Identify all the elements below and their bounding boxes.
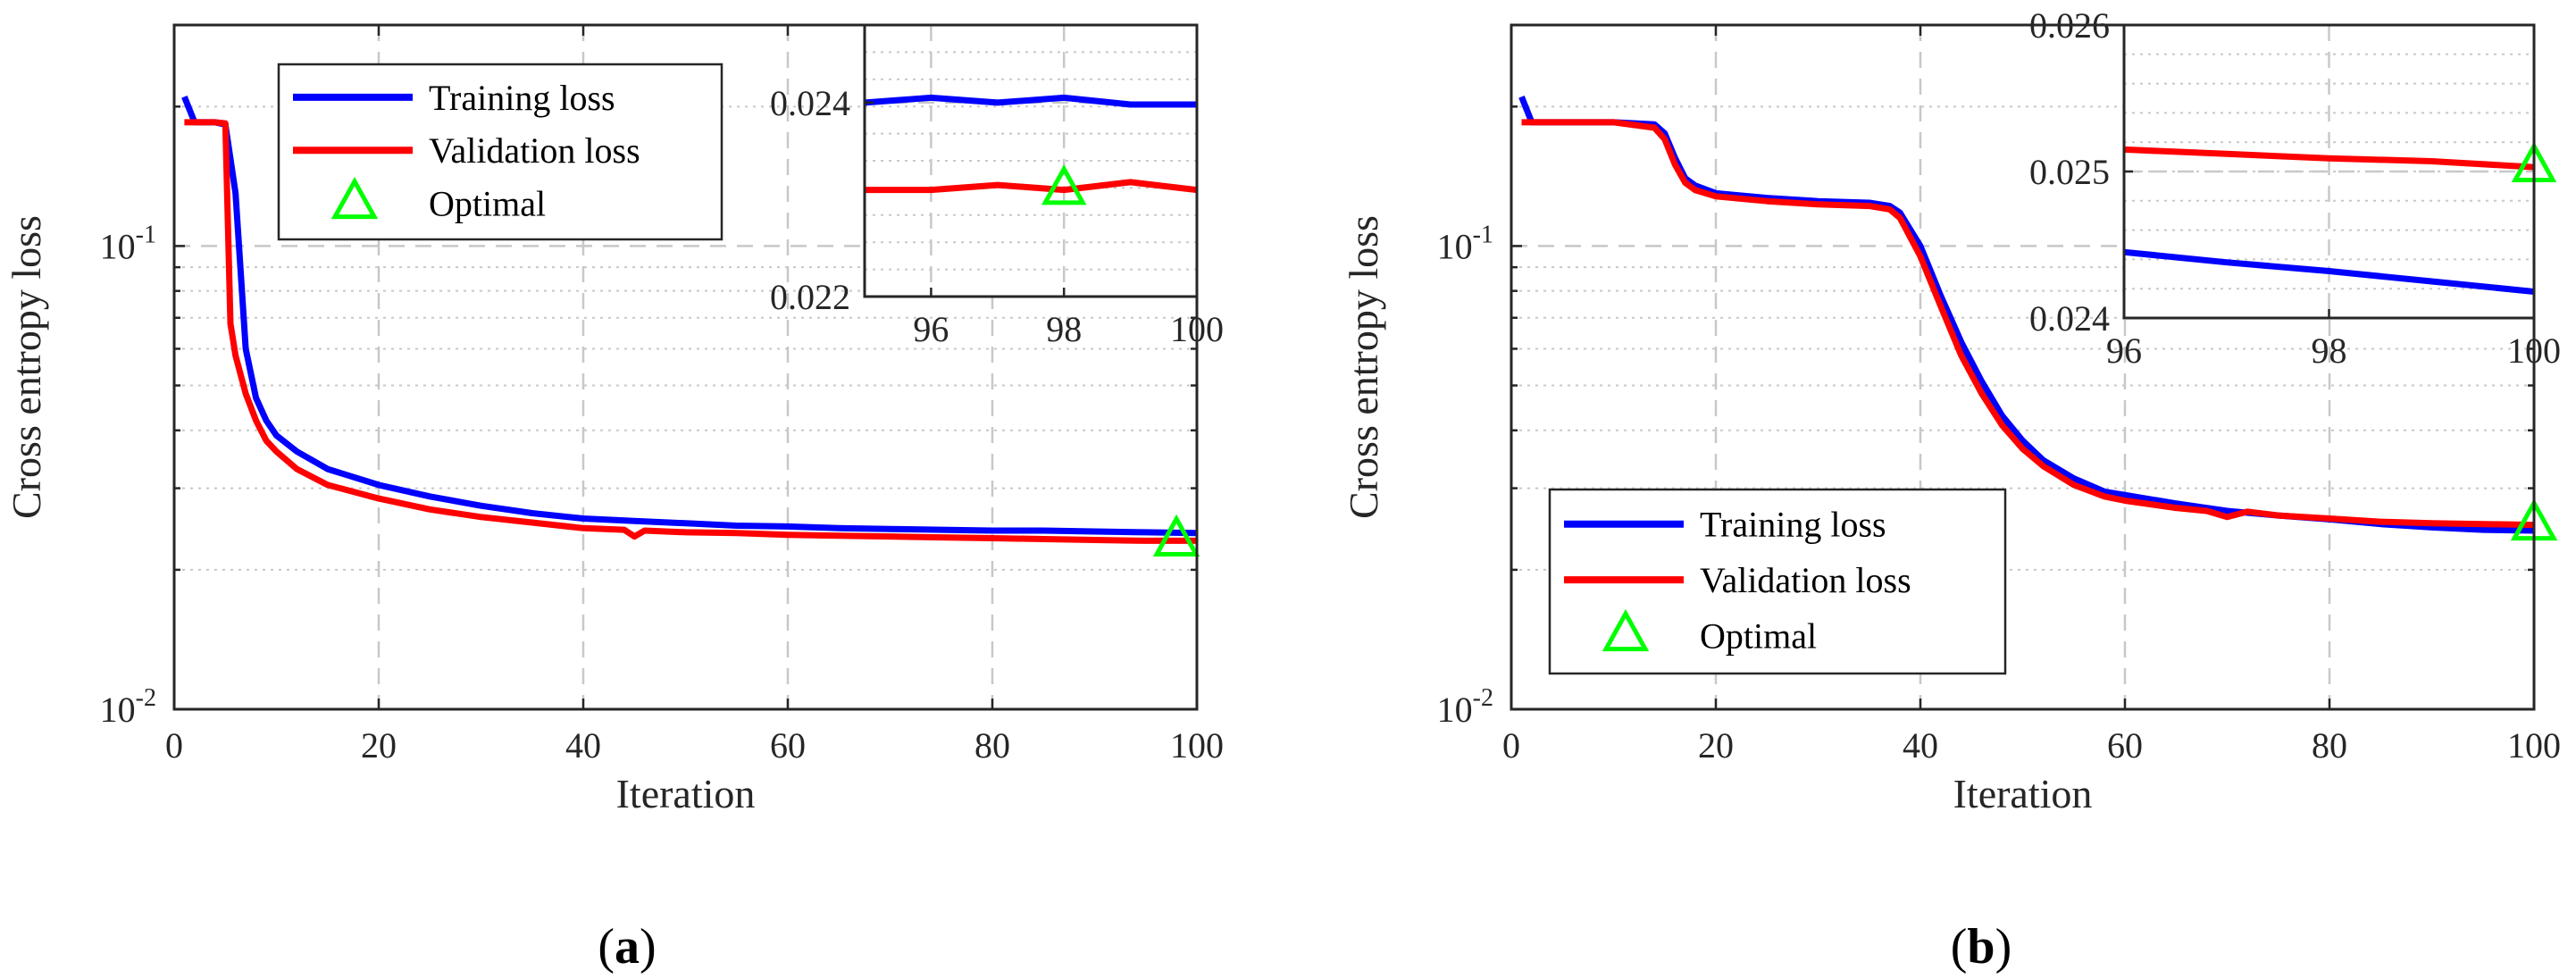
- series-line-training-loss: [181, 95, 1197, 537]
- inset-x-tick-label: 100: [1170, 309, 1224, 349]
- x-tick-label: 100: [2507, 725, 2561, 766]
- x-tick-label: 40: [565, 725, 601, 766]
- x-axis-label: Iteration: [616, 771, 756, 816]
- inset-x-tick-label: 98: [2312, 331, 2347, 371]
- caption-paren: ): [1995, 919, 2012, 975]
- inset-plot: 96 98 100 0.024 0.025 0.026: [2029, 5, 2561, 371]
- legend-label: Training loss: [1700, 505, 1886, 545]
- y-tick-label: 10-2: [1437, 684, 1493, 730]
- panel-caption: (b): [1951, 919, 2011, 975]
- y-tick-label: 10-1: [1437, 221, 1493, 266]
- caption-paren: (: [598, 919, 615, 975]
- inset-series-line-validation-loss: [865, 179, 1197, 194]
- inset-series-line-training-loss: [2124, 248, 2534, 295]
- inset-y-tick-label: 0.024: [770, 83, 850, 123]
- caption-paren: (: [1951, 919, 1968, 975]
- x-tick-label: 60: [2107, 725, 2143, 766]
- legend-label: Validation loss: [1700, 560, 1911, 600]
- legend-label: Training loss: [429, 78, 615, 118]
- y-tick-exponent: -2: [136, 684, 156, 712]
- y-axis-label: Cross entropy loss: [4, 215, 49, 519]
- caption-letter: a: [615, 919, 640, 975]
- axes-box: [1510, 23, 2536, 711]
- y-tick-exponent: -2: [1473, 684, 1493, 712]
- caption-paren: ): [640, 919, 657, 975]
- inset-series-line-training-loss: [865, 94, 1197, 108]
- x-tick-label: 40: [1903, 725, 1938, 766]
- x-tick-label: 20: [361, 725, 397, 766]
- x-tick-label: 80: [974, 725, 1010, 766]
- legend-label: Optimal: [1700, 616, 1817, 657]
- inset-series-line-validation-loss: [2124, 146, 2534, 171]
- x-tick-label: 100: [1170, 725, 1224, 766]
- y-axis-label: Cross entropy loss: [1341, 215, 1386, 519]
- legend-label: Validation loss: [429, 130, 640, 171]
- legend-marker-optimal: [1602, 608, 1650, 652]
- series-line-validation-loss: [1521, 119, 2534, 529]
- x-axis-label: Iteration: [1953, 771, 2093, 816]
- axes-box: [172, 23, 1199, 711]
- inset-background: [865, 25, 1197, 297]
- y-tick-label: 10-2: [100, 684, 156, 730]
- y-tick-label: 10-1: [100, 221, 156, 266]
- optimal-marker: [1152, 514, 1200, 556]
- legend: Training loss Validation loss Optimal: [1548, 488, 2007, 675]
- x-tick-label: 80: [2312, 725, 2347, 766]
- legend-label: Optimal: [429, 184, 546, 224]
- series-line-validation-loss: [184, 119, 1197, 544]
- y-tick-exponent: -1: [136, 221, 156, 248]
- y-tick-base: 10: [100, 690, 136, 730]
- x-tick-label: 60: [770, 725, 806, 766]
- inset-optimal-marker: [1041, 163, 1087, 205]
- inset-x-tick-label: 96: [913, 309, 949, 349]
- inset-y-tick-label: 0.024: [2029, 298, 2110, 339]
- inset-y-tick-label: 0.022: [770, 277, 850, 317]
- y-tick-base: 10: [1437, 690, 1473, 730]
- inset-x-tick-label: 100: [2507, 331, 2561, 371]
- x-tick-label: 0: [1502, 725, 1520, 766]
- panel-caption: (a): [598, 919, 656, 975]
- y-tick-base: 10: [1437, 226, 1473, 266]
- caption-letter: b: [1967, 919, 1995, 975]
- y-tick-exponent: -1: [1473, 221, 1493, 248]
- legend-marker-optimal: [330, 176, 379, 220]
- x-tick-label: 20: [1698, 725, 1734, 766]
- inset-y-tick-label: 0.025: [2029, 152, 2110, 192]
- inset-axes-box: [863, 23, 1199, 298]
- inset-x-tick-label: 96: [2106, 331, 2142, 371]
- inset-x-tick-label: 98: [1046, 309, 1082, 349]
- inset-plot: 96 98 100 0.022 0.024: [770, 23, 1224, 349]
- y-tick-base: 10: [100, 226, 136, 266]
- inset-y-tick-label: 0.026: [2029, 5, 2110, 46]
- legend: Training loss Validation loss Optimal: [277, 63, 723, 241]
- x-tick-label: 0: [165, 725, 183, 766]
